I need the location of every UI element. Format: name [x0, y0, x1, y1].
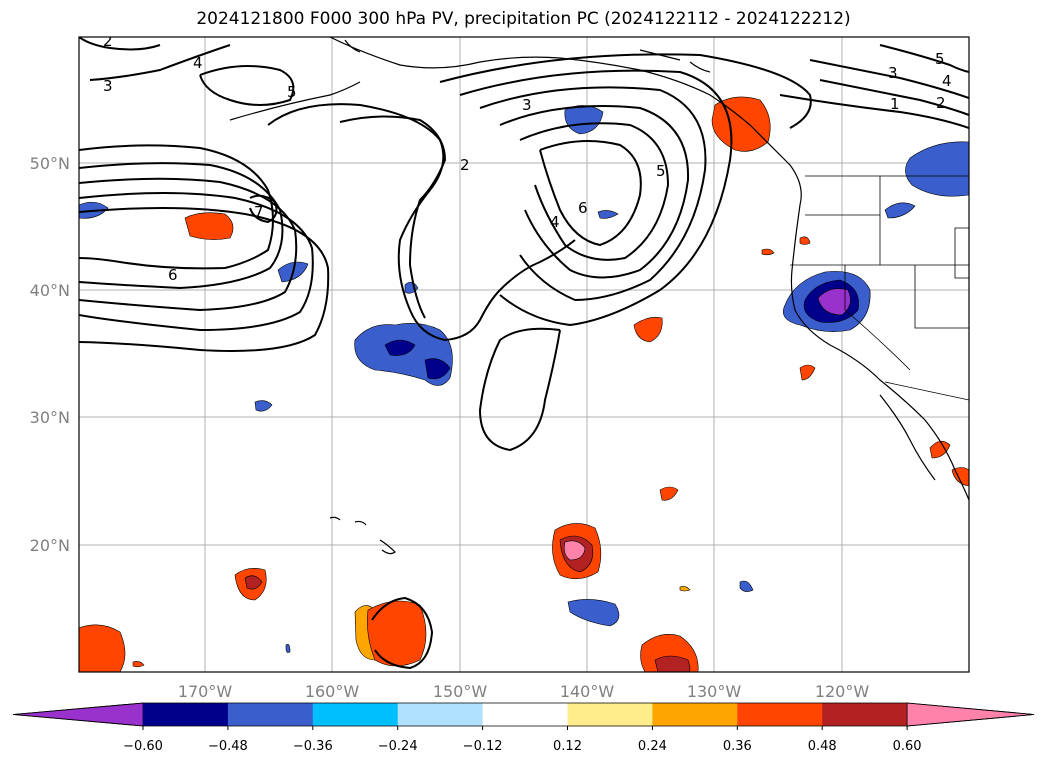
contour-label: 1 — [890, 95, 900, 113]
colorbar-tick-label: 0.60 — [893, 739, 922, 754]
precip-blob — [761, 248, 775, 256]
colorbar-tick-label: −0.36 — [293, 739, 333, 754]
coastlines — [229, 37, 969, 555]
precip-blob — [563, 540, 586, 561]
colorbar-segment — [312, 703, 399, 726]
colorbar-tick-label: −0.24 — [378, 739, 418, 754]
colorbar-tick-label: −0.60 — [123, 739, 163, 754]
graticule — [79, 37, 969, 672]
precip-blob — [739, 580, 754, 592]
contour-label: 3 — [522, 96, 532, 114]
colorbar — [12, 702, 1035, 727]
lon-label: 150°W — [433, 682, 488, 701]
map-title: 2024121800 F000 300 hPa PV, precipitatio… — [196, 9, 851, 29]
precip-blob — [597, 210, 619, 219]
precip-blob — [799, 236, 811, 245]
colorbar-segment — [737, 703, 823, 726]
lon-label: 140°W — [560, 682, 615, 701]
colorbar-extend-max — [906, 702, 1035, 727]
lon-label: 170°W — [178, 682, 233, 701]
precip-blob — [884, 202, 916, 219]
colorbar-tick-label: 0.24 — [638, 739, 667, 754]
colorbar-tick-label: −0.48 — [208, 739, 248, 754]
colorbar-tick-label: 0.36 — [723, 739, 752, 754]
precip-blob — [254, 400, 273, 412]
precip-blob — [659, 486, 679, 501]
precip-blob — [817, 288, 851, 316]
lon-label: 160°W — [305, 682, 360, 701]
lat-label: 20°N — [30, 536, 70, 555]
lat-label: 50°N — [30, 154, 70, 173]
longitude-labels: 170°W 160°W 150°W 140°W 130°W 120°W — [178, 682, 870, 701]
lat-label: 30°N — [30, 408, 70, 427]
colorbar-segment — [822, 703, 908, 726]
contour-label: 6 — [168, 266, 178, 284]
pv-contours — [79, 37, 969, 670]
colorbar-tick-label: 0.48 — [808, 739, 837, 754]
precip-blob — [567, 599, 620, 627]
lat-label: 40°N — [30, 281, 70, 300]
colorbar-tick-label: 0.12 — [553, 739, 582, 754]
political-borders — [790, 175, 969, 401]
precip-blob — [654, 655, 691, 672]
map-frame — [78, 36, 970, 673]
contour-label: 7 — [254, 203, 264, 221]
map-area — [79, 37, 969, 672]
contour-label: 5 — [935, 50, 945, 68]
latitude-labels: 50°N 40°N 30°N 20°N — [30, 154, 70, 555]
precip-blob — [184, 212, 234, 240]
colorbar-segment — [143, 703, 229, 726]
precip-blob — [132, 661, 145, 668]
contour-label: 4 — [550, 213, 560, 231]
colorbar-segment — [567, 703, 653, 726]
lon-label: 120°W — [815, 682, 870, 701]
precip-blob — [285, 644, 291, 653]
precip-blob — [633, 317, 663, 343]
precip-blob — [384, 339, 416, 356]
precip-blob — [679, 586, 691, 592]
precip-blob — [424, 358, 451, 380]
contour-label: 4 — [193, 54, 203, 72]
contour-label: 2 — [936, 94, 946, 112]
precip-blob — [905, 141, 969, 197]
precip-blob — [929, 440, 951, 459]
precip-blob — [367, 600, 427, 667]
colorbar-segment — [397, 703, 484, 726]
colorbar-tick-label: −0.12 — [463, 739, 503, 754]
colorbar-extend-min — [12, 702, 144, 727]
colorbar-segment — [652, 703, 738, 726]
colorbar-segment — [482, 703, 568, 726]
contour-label: 4 — [942, 72, 952, 90]
contour-label-group: 2 3 4 5 3 3 4 2 1 5 2 6 4 5 7 6 — [103, 32, 952, 284]
colorbar-segment — [227, 703, 314, 726]
contour-label: 3 — [103, 77, 113, 95]
precip-blob — [799, 364, 816, 381]
precip-blob — [79, 624, 126, 672]
contour-label: 6 — [578, 199, 588, 217]
contour-label: 3 — [888, 64, 898, 82]
contour-label: 5 — [287, 83, 297, 101]
contour-label: 2 — [103, 32, 113, 50]
precip-blob — [244, 575, 263, 590]
contour-label: 2 — [460, 156, 470, 174]
contour-label: 5 — [656, 162, 666, 180]
colorbar-tick-labels: −0.60 −0.48 −0.36 −0.24 −0.12 0.12 0.24 0.36 0.4… — [123, 726, 922, 754]
precip-positive-areas — [79, 96, 969, 672]
lon-label: 130°W — [687, 682, 742, 701]
